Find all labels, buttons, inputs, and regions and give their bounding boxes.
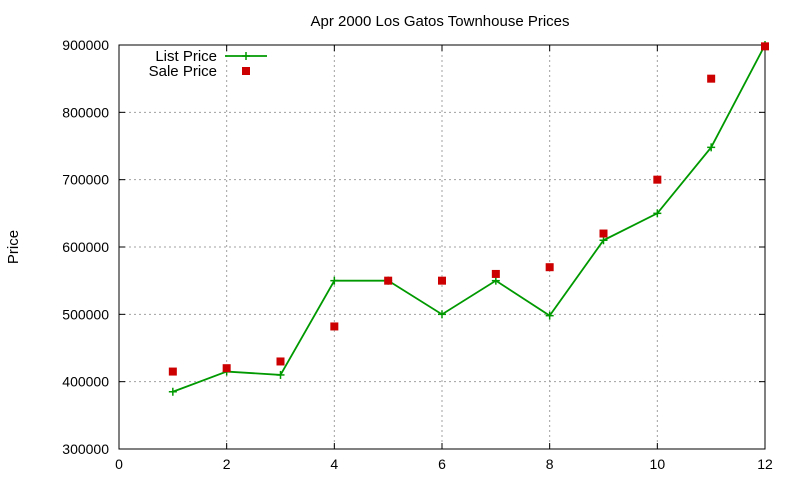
list-price-point — [438, 310, 446, 319]
x-tick-label: 2 — [223, 456, 231, 472]
list-price-point — [276, 370, 285, 379]
list-price-point — [653, 209, 662, 218]
x-tick-label: 0 — [115, 456, 123, 472]
list-price-point — [707, 143, 716, 152]
legend-label: List Price — [155, 48, 217, 65]
y-tick-label: 900000 — [62, 37, 109, 53]
sale-price-point — [222, 364, 231, 373]
legend-entry-1: List Price — [155, 48, 267, 65]
legend-label: Sale Price — [149, 63, 217, 80]
chart-title: Apr 2000 Los Gatos Townhouse Prices — [310, 13, 569, 30]
plot-frame — [118, 44, 766, 450]
list-price-point — [599, 236, 608, 245]
x-tick-label: 8 — [546, 456, 554, 472]
list-price-point — [545, 311, 554, 320]
sale-price-point — [438, 276, 446, 285]
sale-price-point — [330, 322, 339, 331]
sale-price-point — [168, 367, 177, 376]
y-tick-label: 500000 — [62, 306, 109, 322]
sale-price-point — [599, 229, 608, 238]
x-tick-label: 10 — [650, 456, 666, 472]
sale-price-point — [276, 357, 285, 366]
list-price-point — [330, 276, 339, 285]
sale-price-point — [384, 276, 393, 285]
legend-marker — [242, 67, 250, 75]
grid — [119, 45, 765, 449]
y-axis-label: Price — [5, 230, 22, 264]
y-tick-label: 300000 — [62, 441, 109, 457]
sale-price-point — [545, 263, 554, 272]
x-tick-label: 4 — [330, 456, 338, 472]
series-1 — [168, 41, 769, 396]
y-tick-label: 400000 — [62, 374, 109, 390]
series-2 — [168, 42, 769, 376]
sale-price-point — [761, 42, 769, 51]
series — [168, 41, 769, 396]
sale-price-point — [653, 175, 662, 184]
x-tick-label: 12 — [757, 456, 773, 472]
y-tick-label: 600000 — [62, 239, 109, 255]
y-tick-label: 800000 — [62, 104, 109, 120]
list-price-point — [491, 276, 500, 285]
list-price-line — [172, 44, 766, 393]
sale-price-point — [491, 269, 500, 278]
y-tick-label: 700000 — [62, 172, 109, 188]
x-tick-label: 6 — [438, 456, 446, 472]
axis-ticks: 0 2 4 6 8 10 12 300000 400000 500000 600000 700000 8… — [62, 37, 773, 472]
legend-entry-2: Sale Price — [149, 63, 250, 80]
list-price-point — [168, 387, 177, 396]
sale-price-point — [707, 74, 716, 83]
legend-marker — [242, 52, 250, 60]
